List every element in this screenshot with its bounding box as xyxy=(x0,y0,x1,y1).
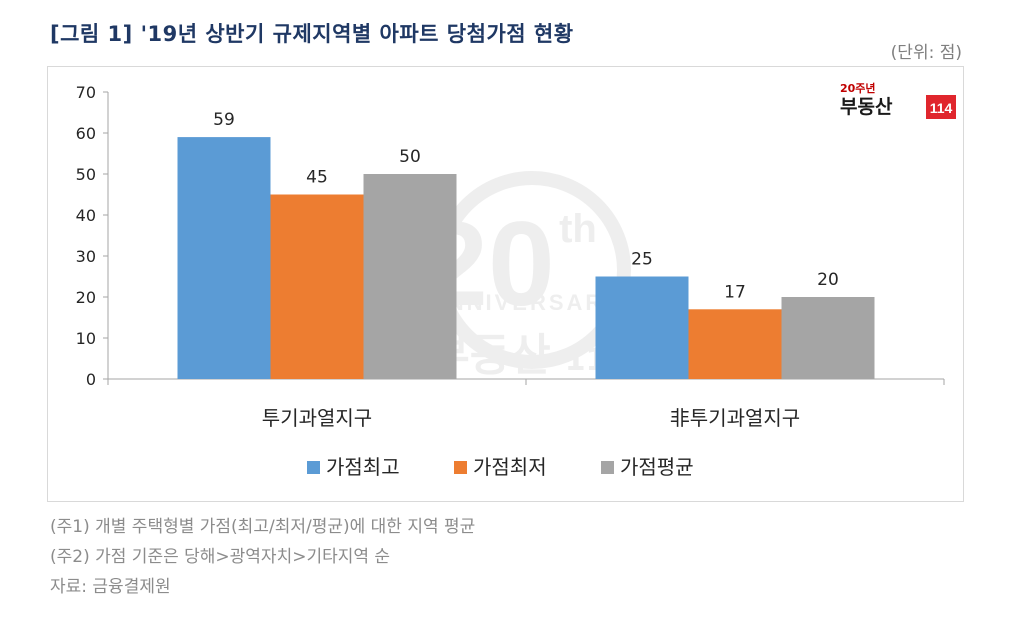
data-label: 59 xyxy=(213,110,235,130)
x-category-label: 非투기과열지구 xyxy=(670,406,800,430)
y-tick-label: 20 xyxy=(76,288,96,307)
footnote-1: (주1) 개별 주택형별 가점(최고/최저/평균)에 대한 지역 평균 xyxy=(50,517,476,537)
footnote-2: (주2) 가점 기준은 당해>광역자치>기타지역 순 xyxy=(50,547,391,567)
chart-frame xyxy=(47,66,964,502)
logo-badge: 20주년 xyxy=(840,81,876,95)
y-tick-label: 0 xyxy=(86,370,96,389)
unit-label: (단위: 점) xyxy=(890,43,962,63)
logo-name: 부동산 xyxy=(840,96,893,118)
legend: 가점최고 가점최저 가점평균 xyxy=(307,455,694,479)
legend-label: 가점평균 xyxy=(620,455,694,479)
axes: 0 10 20 30 40 50 60 70 투기과열지구 非투기과열지구 xyxy=(76,83,945,430)
data-label: 45 xyxy=(306,168,328,188)
chart-title: [그림 1] '19년 상반기 규제지역별 아파트 당첨가점 현황 xyxy=(50,22,574,46)
y-tick-label: 10 xyxy=(76,329,96,348)
bar xyxy=(781,297,875,379)
y-tick-label: 40 xyxy=(76,206,96,225)
x-category-label: 투기과열지구 xyxy=(262,406,372,430)
y-tick-label: 50 xyxy=(76,165,96,184)
legend-swatch xyxy=(454,461,467,474)
source-note: 자료: 금융결제원 xyxy=(50,577,171,597)
bar xyxy=(595,276,689,379)
y-tick-label: 60 xyxy=(76,124,96,143)
data-label: 50 xyxy=(399,147,421,167)
bar xyxy=(688,309,782,379)
logo-number: 114 xyxy=(930,100,953,116)
legend-label: 가점최저 xyxy=(473,455,547,479)
bars xyxy=(177,137,875,379)
data-label: 25 xyxy=(631,250,653,270)
watermark-suffix: th xyxy=(559,207,597,251)
y-tick-label: 30 xyxy=(76,247,96,266)
watermark-text: ANNIVERSARY xyxy=(429,290,621,315)
logo-number-box xyxy=(926,95,956,119)
legend-swatch xyxy=(307,461,320,474)
data-label: 17 xyxy=(724,282,746,302)
y-tick-label: 70 xyxy=(76,83,96,102)
legend-label: 가점최고 xyxy=(326,455,400,479)
data-labels: 59 45 50 25 17 20 xyxy=(213,110,839,302)
bar xyxy=(363,174,457,379)
bar xyxy=(270,194,364,379)
bar xyxy=(177,137,271,379)
footnotes: (주1) 개별 주택형별 가점(최고/최저/평균)에 대한 지역 평균 (주2)… xyxy=(50,512,475,602)
brand-logo: 20주년 부동산 114 xyxy=(840,81,956,119)
data-label: 20 xyxy=(817,270,839,290)
legend-swatch xyxy=(601,461,614,474)
